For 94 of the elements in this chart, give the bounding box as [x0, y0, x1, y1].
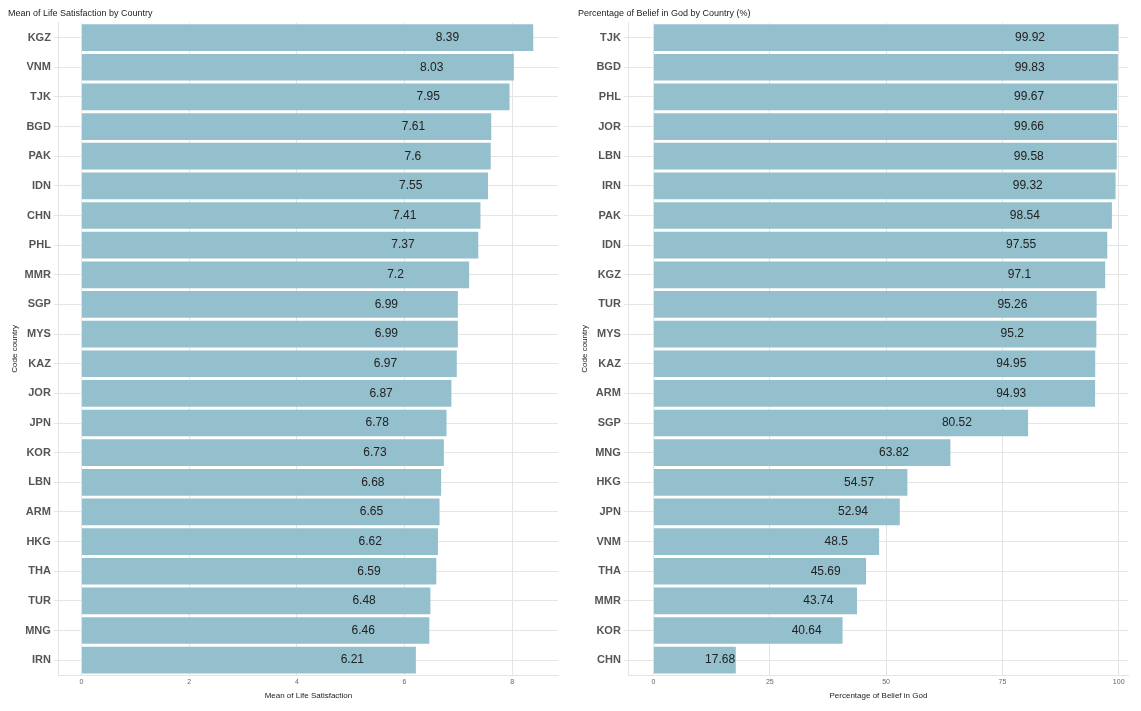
- y-tick-label: CHN: [597, 653, 621, 666]
- data-label: 6.87: [369, 385, 394, 400]
- data-label: 7.2: [387, 267, 405, 282]
- y-tick-label: KAZ: [28, 356, 52, 369]
- data-label: 94.93: [996, 385, 1027, 400]
- data-label: 7.61: [401, 118, 426, 133]
- y-tick-label: HKG: [26, 534, 51, 547]
- data-label: 6.48: [352, 593, 377, 608]
- y-tick-label: HKG: [596, 475, 621, 488]
- y-tick-label: LBN: [598, 149, 621, 162]
- data-label: 99.83: [1014, 59, 1046, 74]
- chart-title: Mean of Life Satisfaction by Country: [8, 7, 154, 18]
- data-label: 7.37: [391, 237, 415, 252]
- y-tick-label: TUR: [28, 593, 51, 606]
- data-label: 6.68: [361, 474, 385, 489]
- y-tick-label: MMR: [594, 593, 621, 606]
- data-label: 45.69: [810, 563, 842, 578]
- y-axis-title: Code country: [10, 325, 19, 373]
- y-tick-label: PAK: [598, 208, 621, 221]
- data-label: 6.59: [357, 563, 381, 578]
- data-label: 99.92: [1015, 29, 1046, 44]
- data-label: 94.95: [996, 356, 1027, 371]
- y-tick-label: TJK: [600, 30, 621, 43]
- data-label: 6.73: [363, 444, 387, 459]
- data-label: 95.26: [997, 296, 1028, 311]
- data-label: 6.78: [365, 415, 390, 430]
- x-axis-title: Percentage of Belief in God: [829, 691, 928, 701]
- y-tick-label: VNM: [26, 60, 51, 73]
- data-label: 8.03: [420, 59, 444, 74]
- data-label: 54.57: [844, 474, 875, 489]
- y-tick-label: MYS: [597, 327, 621, 340]
- data-label: 97.55: [1006, 237, 1037, 252]
- y-tick-label: PHL: [598, 89, 622, 102]
- data-label: 7.55: [399, 178, 423, 193]
- data-label: 6.99: [374, 296, 399, 311]
- y-tick-label: SGP: [27, 297, 51, 310]
- data-label: 63.82: [878, 444, 910, 459]
- y-tick-label: VNM: [596, 534, 621, 547]
- data-label: 6.62: [358, 533, 383, 548]
- y-tick-label: PHL: [28, 238, 52, 251]
- y-tick-label: CHN: [27, 208, 51, 221]
- data-label: 7.6: [404, 148, 422, 163]
- y-tick-label: KGZ: [27, 30, 52, 43]
- y-axis-title: Code country: [580, 325, 589, 373]
- y-tick-label: KGZ: [597, 267, 622, 280]
- y-tick-label: KAZ: [598, 356, 622, 369]
- data-label: 80.52: [941, 415, 973, 430]
- y-tick-label: IRN: [31, 653, 51, 666]
- data-label: 99.67: [1014, 89, 1045, 104]
- y-tick-label: MNG: [595, 445, 621, 458]
- y-tick-label: THA: [28, 564, 51, 577]
- data-label: 95.2: [1000, 326, 1025, 341]
- y-tick-label: JOR: [28, 386, 51, 399]
- data-label: 99.66: [1014, 118, 1045, 133]
- data-label: 7.41: [392, 207, 417, 222]
- y-tick-label: JOR: [598, 119, 621, 132]
- y-tick-label: KOR: [596, 623, 621, 636]
- y-tick-label: IDN: [31, 178, 51, 191]
- data-label: 8.39: [435, 29, 460, 44]
- data-label: 43.74: [803, 593, 834, 608]
- y-tick-label: KOR: [26, 445, 51, 458]
- x-axis-title: Mean of Life Satisfaction: [264, 691, 353, 701]
- y-tick-label: THA: [598, 564, 621, 577]
- y-tick-label: PAK: [28, 149, 51, 162]
- y-tick-label: IRN: [601, 178, 621, 191]
- y-tick-label: TJK: [30, 89, 51, 102]
- data-label: 99.32: [1012, 178, 1044, 193]
- data-label: 52.94: [837, 504, 869, 519]
- y-tick-label: IDN: [601, 238, 621, 251]
- data-label: 6.97: [373, 356, 398, 371]
- data-label: 97.1: [1007, 267, 1032, 282]
- data-label: 99.58: [1013, 148, 1045, 163]
- data-label: 6.21: [340, 652, 365, 667]
- y-tick-label: LBN: [28, 475, 51, 488]
- chart-title: Percentage of Belief in God by Country (%): [578, 7, 751, 18]
- data-label: 40.64: [791, 622, 822, 637]
- y-tick-label: TUR: [598, 297, 621, 310]
- y-tick-label: SGP: [597, 416, 621, 429]
- data-label: 98.54: [1009, 207, 1041, 222]
- y-tick-label: MMR: [24, 267, 51, 280]
- y-tick-label: BGD: [596, 60, 621, 73]
- y-tick-label: BGD: [26, 119, 51, 132]
- data-label: 7.95: [416, 89, 441, 104]
- data-label: 6.99: [374, 326, 399, 341]
- y-tick-label: MYS: [27, 327, 51, 340]
- y-tick-label: JPN: [29, 416, 51, 429]
- y-tick-label: JPN: [599, 504, 621, 517]
- data-label: 6.46: [351, 622, 376, 637]
- data-label: 6.65: [359, 504, 384, 519]
- y-tick-label: ARM: [595, 386, 621, 399]
- data-label: 17.68: [705, 652, 736, 667]
- y-tick-label: ARM: [25, 504, 51, 517]
- data-label: 48.5: [824, 533, 849, 548]
- y-tick-label: MNG: [25, 623, 51, 636]
